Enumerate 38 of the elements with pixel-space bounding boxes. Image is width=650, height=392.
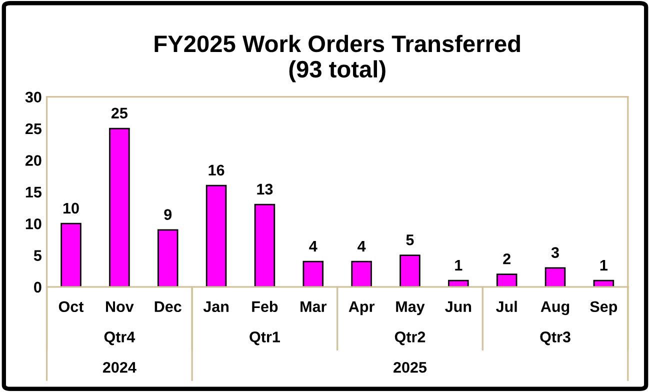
x-tick-label: Jan (203, 301, 229, 312)
y-tick-label: 15 (26, 186, 42, 198)
y-tick-label: 30 (25, 92, 42, 103)
x-tick-label: Oct (58, 301, 84, 312)
x-tick-label: Jun (445, 301, 472, 312)
x-tick-label: Dec (154, 301, 182, 312)
data-label: 2 (503, 253, 510, 264)
text: 2025 (394, 362, 427, 373)
y-tick-label: 20 (25, 155, 42, 166)
x-tick-label: Sep (590, 301, 618, 316)
data-label: 3 (551, 247, 559, 258)
data-label: 16 (208, 164, 224, 176)
data-label: 1 (455, 260, 462, 270)
data-label: 5 (406, 234, 414, 246)
data-label: 25 (111, 108, 128, 119)
data-label: 13 (257, 184, 273, 195)
x-tick-label: Apr (348, 301, 374, 316)
chart-title: FY2025 Work Orders Transferred (93 total) (154, 34, 520, 82)
data-label: 10 (63, 202, 79, 214)
y-tick-label: 0 (34, 282, 42, 293)
y-tick-label: 25 (25, 123, 42, 134)
x-tick-label: Nov (106, 301, 134, 312)
x-tick-label: Jul (496, 300, 517, 312)
text: Qtr4 (104, 332, 136, 346)
data-label: 9 (164, 209, 172, 220)
y-tick-label: 5 (34, 250, 42, 261)
data-label: 1 (600, 260, 608, 270)
data-label: 4 (358, 240, 366, 252)
x-tick-label: Feb (252, 300, 278, 312)
x-tick-label: Aug (540, 301, 570, 316)
data-label: 4 (309, 240, 318, 252)
text: Qtr3 (540, 332, 570, 346)
y-tick-label: 10 (26, 218, 42, 230)
x-tick-label: Mar (300, 301, 326, 312)
text: Qtr1 (250, 332, 280, 346)
x-tick-label: May (396, 301, 425, 316)
text: 2024 (102, 362, 136, 373)
text: Qtr2 (394, 332, 426, 346)
